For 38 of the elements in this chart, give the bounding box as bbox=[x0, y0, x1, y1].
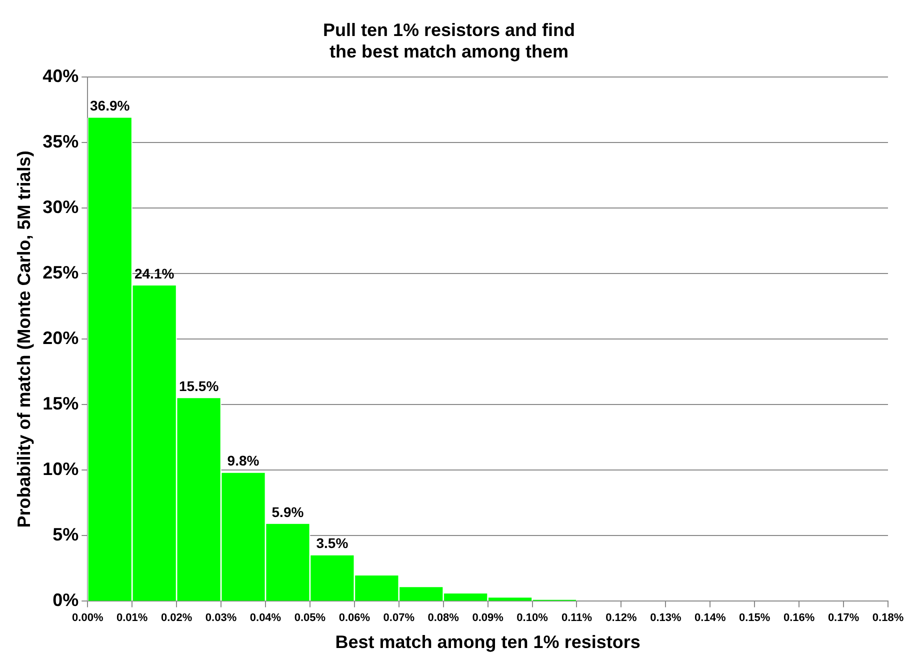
x-tick-label: 0.12% bbox=[606, 612, 638, 624]
x-tick-label: 0.18% bbox=[872, 612, 904, 624]
x-tick-label: 0.08% bbox=[428, 612, 460, 624]
y-tick-label: 10% bbox=[42, 459, 79, 480]
x-tick-label: 0.17% bbox=[828, 612, 860, 624]
x-tick-label: 0.00% bbox=[72, 612, 104, 624]
x-tick-label: 0.01% bbox=[116, 612, 148, 624]
x-tick-label: 0.15% bbox=[739, 612, 770, 624]
x-tick-label: 0.10% bbox=[516, 612, 548, 624]
x-tick-label: 0.04% bbox=[250, 612, 282, 624]
x-tick-label: 0.02% bbox=[160, 612, 192, 624]
x-tick-label: 0.07% bbox=[383, 612, 415, 624]
x-tick-label: 0.03% bbox=[205, 612, 237, 624]
y-tick-label: 25% bbox=[42, 262, 79, 283]
data-label: 5.9% bbox=[272, 504, 304, 520]
y-tick-label: 0% bbox=[52, 590, 79, 610]
x-tick-label: 0.14% bbox=[694, 612, 726, 624]
data-label: 3.5% bbox=[316, 535, 349, 552]
text: Pull ten 1% resistors and find bbox=[322, 20, 576, 40]
y-tick-label: 40% bbox=[42, 66, 79, 86]
x-tick-label: 0.09% bbox=[472, 612, 504, 624]
x-tick-label: 0.06% bbox=[338, 612, 370, 624]
x-tick-label: 0.16% bbox=[783, 612, 815, 624]
y-tick-label: 5% bbox=[52, 524, 79, 545]
y-tick-label: 20% bbox=[42, 328, 79, 348]
data-label: 15.5% bbox=[178, 378, 220, 394]
x-tick-label: 0.13% bbox=[650, 612, 682, 624]
y-tick-label: 30% bbox=[42, 197, 79, 218]
y-axis-title: Probability of match (Monte Carlo, 5M trials) bbox=[14, 150, 34, 528]
data-label: 9.8% bbox=[227, 452, 260, 469]
y-tick-label: 15% bbox=[42, 394, 79, 414]
x-axis-title: Best match among ten 1% resistors bbox=[335, 632, 640, 652]
text: the best match among them bbox=[329, 41, 569, 62]
data-label: 24.1% bbox=[134, 265, 175, 282]
x-tick-label: 0.05% bbox=[294, 612, 326, 624]
x-tick-label: 0.11% bbox=[561, 612, 592, 624]
y-tick-label: 35% bbox=[42, 132, 79, 152]
data-label: 36.9% bbox=[90, 98, 130, 114]
